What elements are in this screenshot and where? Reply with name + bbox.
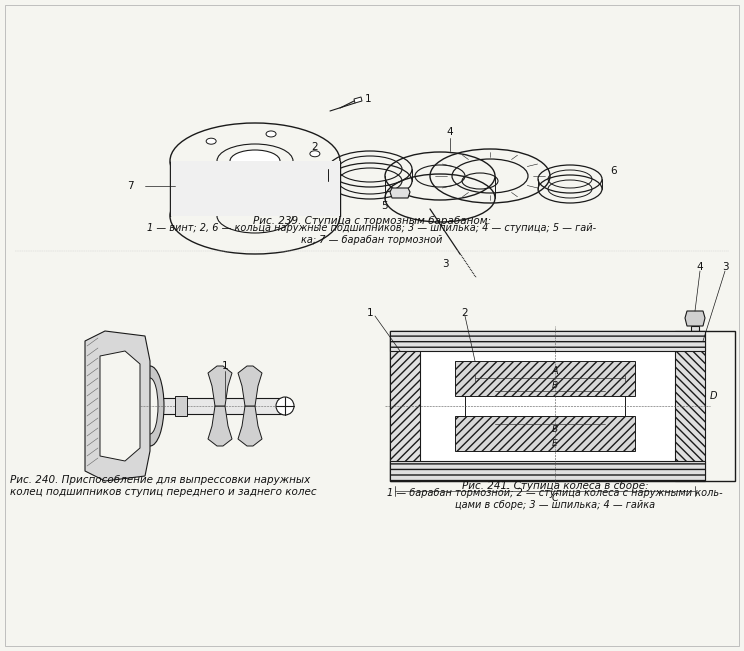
- Bar: [140, 398, 285, 414]
- Text: Рис. 240. Приспособление для выпрессовки наружных
колец подшипников ступиц перед: Рис. 240. Приспособление для выпрессовки…: [10, 475, 317, 497]
- Ellipse shape: [136, 366, 164, 446]
- Text: E: E: [552, 439, 558, 449]
- Bar: [455, 416, 635, 451]
- Polygon shape: [85, 331, 150, 481]
- Ellipse shape: [276, 397, 294, 415]
- Bar: [455, 361, 635, 396]
- Text: 4: 4: [696, 262, 703, 272]
- Polygon shape: [175, 396, 187, 416]
- Polygon shape: [685, 311, 705, 326]
- Text: 5: 5: [382, 201, 388, 211]
- Ellipse shape: [230, 150, 280, 172]
- Text: 1: 1: [222, 361, 228, 371]
- Polygon shape: [208, 406, 232, 446]
- Bar: [390, 331, 735, 481]
- Text: B: B: [552, 424, 558, 434]
- Bar: [170, 161, 340, 216]
- Ellipse shape: [234, 185, 244, 191]
- Ellipse shape: [206, 138, 217, 145]
- Text: 3: 3: [722, 262, 728, 272]
- Ellipse shape: [190, 165, 200, 171]
- Polygon shape: [238, 366, 262, 406]
- Text: B: B: [552, 381, 558, 391]
- Bar: [390, 331, 705, 351]
- Ellipse shape: [142, 378, 158, 434]
- Text: Рис. 239. Ступица с тормозным барабаном:: Рис. 239. Ступица с тормозным барабаном:: [253, 216, 491, 226]
- Text: 1: 1: [365, 94, 371, 104]
- Text: 4: 4: [446, 127, 453, 137]
- Text: D: D: [710, 391, 717, 401]
- Polygon shape: [208, 366, 232, 406]
- Bar: [390, 331, 420, 481]
- Ellipse shape: [266, 131, 276, 137]
- Text: 3: 3: [442, 259, 449, 269]
- Text: C: C: [551, 493, 559, 503]
- Ellipse shape: [294, 178, 304, 184]
- Polygon shape: [100, 351, 140, 461]
- Text: A: A: [552, 366, 558, 376]
- Text: 2: 2: [462, 308, 468, 318]
- Ellipse shape: [690, 315, 700, 323]
- Text: 1 — барабан тормозной; 2 — ступица колеса с наружными коль-
цами в сборе; 3 — шп: 1 — барабан тормозной; 2 — ступица колес…: [387, 488, 723, 510]
- Ellipse shape: [310, 151, 320, 157]
- Bar: [390, 461, 705, 481]
- Bar: [465, 371, 625, 441]
- Text: 6: 6: [610, 166, 617, 176]
- Bar: [691, 326, 699, 376]
- Bar: [675, 331, 705, 481]
- Text: 7: 7: [126, 181, 133, 191]
- Text: Рис. 241. Ступица колеса в сборе:: Рис. 241. Ступица колеса в сборе:: [462, 481, 648, 491]
- Text: 1: 1: [367, 308, 373, 318]
- Polygon shape: [354, 97, 362, 103]
- Bar: [420, 351, 675, 461]
- Polygon shape: [390, 188, 410, 198]
- Polygon shape: [238, 406, 262, 446]
- Text: 1 — винт; 2, 6 — кольца наружные подшипников; 3 — шпилька; 4 — ступица; 5 — гай-: 1 — винт; 2, 6 — кольца наружные подшипн…: [147, 223, 597, 245]
- Text: 2: 2: [312, 142, 318, 152]
